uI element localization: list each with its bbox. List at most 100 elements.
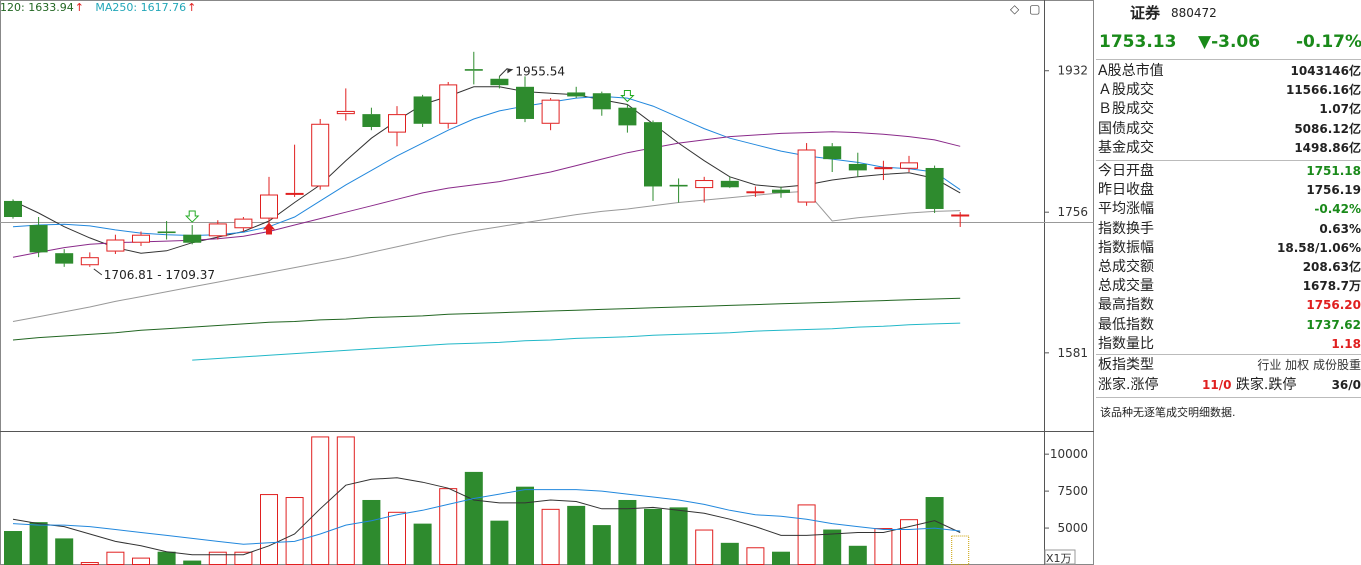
candle-body (336, 110, 355, 115)
candle-body (413, 96, 432, 124)
stat-label: 最高指数 (1098, 297, 1154, 314)
legend-ma120: 120: 1633.94↑ (0, 1, 84, 14)
stat-label: Ａ股成交 (1098, 82, 1154, 99)
candle-body (311, 123, 330, 187)
divider (1096, 59, 1361, 60)
stat-row: Ａ股成交 11566.16亿 (1098, 81, 1361, 100)
stat-row: 国债成交 5086.12亿 (1098, 120, 1361, 139)
volume-bar (516, 486, 534, 565)
volume-bar (772, 551, 790, 565)
volume-unit-box (1044, 549, 1076, 565)
up-limit-label: 涨家.涨停 (1098, 377, 1159, 393)
volume-bar (311, 436, 330, 565)
candle-body (669, 184, 688, 187)
candle-body (80, 257, 99, 266)
diamond-icon[interactable]: ◇ (1010, 2, 1020, 16)
stat-value: 11566.16亿 (1285, 83, 1361, 98)
stat-row: 最低指数 1737.62 (1098, 316, 1361, 335)
high-annotation-label: 1955.54 (515, 64, 565, 78)
volume-bar (925, 497, 944, 565)
stat-row: 平均涨幅 -0.42% (1098, 200, 1361, 219)
candle-body (29, 225, 48, 253)
ma-line-ma20 (12, 131, 961, 258)
stat-row: A股总市值 1043146亿 (1098, 62, 1361, 81)
stat-value: 1.18 (1331, 336, 1361, 351)
stat-value: 1043146亿 (1290, 64, 1361, 78)
candle-body (388, 114, 406, 133)
volume-bar (157, 551, 176, 565)
candle-body (490, 78, 509, 86)
divider (1096, 354, 1361, 355)
volume-bar (746, 547, 765, 565)
volume-tick-label: 10000 (1050, 447, 1088, 461)
signal-arrow-icon (620, 89, 635, 103)
tick-data-note: 该品种无逐笔成交明细数据. (1100, 406, 1236, 419)
volume-bar (592, 525, 611, 565)
candle-body (362, 114, 381, 127)
volume-bar (234, 551, 253, 565)
candle-body (106, 239, 125, 252)
ma-line-ma250 (192, 322, 961, 361)
candle-body (541, 99, 560, 124)
stat-label: 基金成交 (1098, 139, 1154, 156)
volume-ma-line-vma5 (12, 477, 961, 556)
stat-label: 总成交量 (1098, 278, 1154, 295)
stat-value: 行业 加权 成份股重 (1257, 358, 1361, 372)
candle-body (157, 231, 176, 234)
stat-label: A股总市值 (1098, 63, 1164, 79)
legend-ma250: MA250: 1617.76↑ (95, 1, 197, 14)
index-code: 880472 (1171, 6, 1217, 20)
volume-bar (439, 488, 458, 565)
low-annotation-label: 1706.81 - 1709.37 (104, 268, 215, 282)
candle-body (516, 86, 534, 119)
stat-value: 1678.7万 (1302, 279, 1361, 294)
volume-bar (464, 471, 483, 565)
volume-bar (413, 523, 432, 565)
volume-bar (567, 505, 586, 565)
down-limit-label: 跌家.跌停 (1235, 377, 1297, 393)
candle-body (644, 122, 662, 187)
candle-body (951, 214, 970, 217)
candle-body (132, 234, 150, 243)
stat-value: 18.58/1.06% (1277, 240, 1361, 255)
stat-value: 1498.86亿 (1294, 140, 1361, 155)
buy-signal-icon (263, 222, 275, 235)
volume-tick-label: 5000 (1057, 521, 1088, 535)
stat-label: 板指类型 (1098, 357, 1154, 373)
info-panel: 证券 880472 1753.13 ▼-3.06 -0.17% A股总市值 104… (1096, 0, 1361, 565)
volume-bar (490, 520, 509, 565)
divider (1096, 160, 1361, 161)
up-limit-value: 11/0 (1202, 378, 1232, 392)
candle-body (874, 167, 893, 170)
candle-body (285, 192, 304, 195)
volume-bar (823, 529, 842, 565)
window-icon[interactable]: ▢ (1029, 2, 1041, 16)
volume-projection-bar (951, 535, 970, 565)
stat-row: 最高指数 1756.20 (1098, 296, 1361, 315)
stat-row: Ｂ股成交 1.07亿 (1098, 100, 1361, 119)
candle-body (695, 180, 714, 189)
stat-row: 板指类型 行业 加权 成份股重 (1098, 356, 1361, 375)
volume-bar (388, 511, 406, 565)
price-tick-label: 1581 (1057, 346, 1088, 360)
volume-bar (208, 551, 227, 565)
candle-body (746, 191, 765, 194)
stat-value: 1756.19 (1306, 183, 1361, 198)
volume-bar (362, 499, 381, 565)
candle-body (260, 194, 278, 219)
down-limit-value: 36/0 (1331, 378, 1361, 392)
chart-frame (0, 0, 1094, 565)
candle-body (464, 69, 483, 71)
stat-row: 基金成交 1498.86亿 (1098, 139, 1361, 158)
stat-row: 总成交额 208.63亿 (1098, 258, 1361, 277)
candle-body (900, 162, 918, 169)
divider (1096, 397, 1361, 398)
candle-body (55, 253, 74, 264)
candle-body (720, 180, 739, 188)
volume-bar (644, 508, 662, 565)
chart-toolbar: ◇ ▢ (1010, 2, 1046, 16)
kline-chart[interactable]: 1932 1756 1581 10000 7500 5000 X1万 1955.54 1706.… (0, 0, 1094, 565)
stat-row: 今日开盘 1751.18 (1098, 162, 1361, 181)
stat-value: 1756.20 (1306, 298, 1361, 313)
signal-arrow-icon (184, 210, 200, 223)
